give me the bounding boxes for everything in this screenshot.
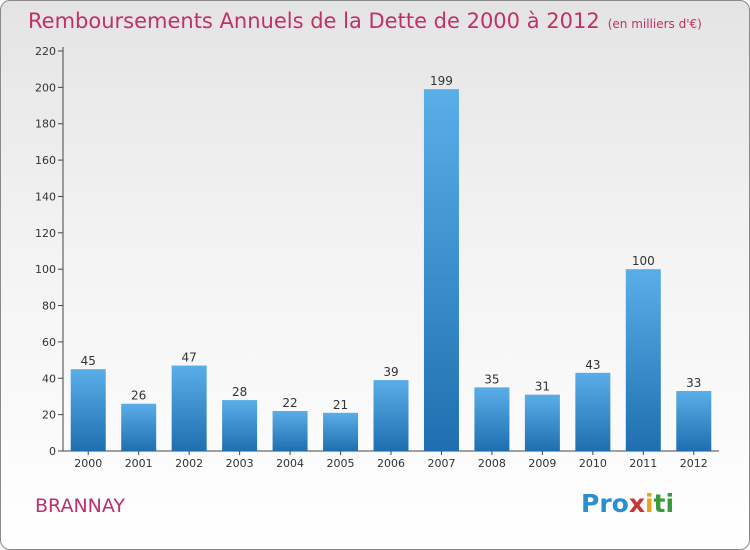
y-tick-label: 120 bbox=[35, 227, 56, 240]
x-tick-label: 2009 bbox=[528, 457, 556, 470]
bar-2011 bbox=[625, 269, 661, 451]
bar-2007 bbox=[423, 89, 459, 451]
x-tick-label: 2003 bbox=[226, 457, 254, 470]
y-tick-label: 140 bbox=[35, 190, 56, 203]
x-tick-label: 2008 bbox=[478, 457, 506, 470]
y-tick-label: 200 bbox=[35, 81, 56, 94]
bar-2002 bbox=[171, 365, 207, 451]
bar-2005 bbox=[323, 412, 359, 451]
value-label-2003: 28 bbox=[232, 385, 247, 399]
bar-2000 bbox=[70, 369, 106, 451]
x-tick-label: 2010 bbox=[579, 457, 607, 470]
bar-2012 bbox=[676, 391, 712, 451]
chart-unit: (en milliers d'€) bbox=[607, 17, 702, 31]
bar-2009 bbox=[524, 394, 560, 451]
y-tick-label: 100 bbox=[35, 263, 56, 276]
value-label-2004: 22 bbox=[282, 396, 297, 410]
value-label-2002: 47 bbox=[182, 351, 197, 365]
value-label-2009: 31 bbox=[535, 380, 550, 394]
x-tick-label: 2006 bbox=[377, 457, 405, 470]
bar-2003 bbox=[222, 400, 258, 451]
y-tick-label: 160 bbox=[35, 154, 56, 167]
value-label-2011: 100 bbox=[632, 254, 655, 268]
x-tick-label: 2000 bbox=[74, 457, 102, 470]
y-tick-label: 60 bbox=[42, 336, 56, 349]
value-label-2005: 21 bbox=[333, 398, 348, 412]
value-label-2008: 35 bbox=[484, 372, 499, 386]
value-label-2010: 43 bbox=[585, 358, 600, 372]
chart-title: Remboursements Annuels de la Dette de 20… bbox=[28, 9, 702, 33]
bar-2004 bbox=[272, 411, 308, 451]
value-label-2001: 26 bbox=[131, 389, 146, 403]
x-tick-label: 2007 bbox=[427, 457, 455, 470]
bar-2006 bbox=[373, 380, 409, 451]
value-label-2012: 33 bbox=[686, 376, 701, 390]
city-name: BRANNAY bbox=[35, 495, 126, 517]
y-tick-label: 40 bbox=[42, 372, 56, 385]
y-tick-label: 220 bbox=[35, 45, 56, 58]
y-tick-label: 20 bbox=[42, 409, 56, 422]
x-tick-label: 2001 bbox=[125, 457, 153, 470]
bar-2001 bbox=[121, 403, 157, 451]
y-tick-label: 0 bbox=[49, 445, 56, 458]
x-tick-label: 2011 bbox=[629, 457, 657, 470]
value-label-2006: 39 bbox=[383, 365, 398, 379]
value-label-2007: 199 bbox=[430, 74, 453, 88]
bar-2008 bbox=[474, 387, 510, 451]
proxiti-logo: Proxiti bbox=[581, 489, 675, 518]
x-tick-label: 2012 bbox=[680, 457, 708, 470]
x-tick-label: 2002 bbox=[175, 457, 203, 470]
labels: 2000 45 2001 26 2002 47 2003 28 2004 22 2005 21 2006… bbox=[74, 74, 708, 470]
bar-2010 bbox=[575, 372, 611, 451]
bars bbox=[70, 89, 712, 451]
y-tick-label: 80 bbox=[42, 300, 56, 313]
x-tick-label: 2005 bbox=[327, 457, 355, 470]
value-label-2000: 45 bbox=[81, 354, 96, 368]
chart-title-text: Remboursements Annuels de la Dette de 20… bbox=[28, 9, 600, 33]
x-tick-label: 2004 bbox=[276, 457, 304, 470]
y-tick-label: 180 bbox=[35, 118, 56, 131]
